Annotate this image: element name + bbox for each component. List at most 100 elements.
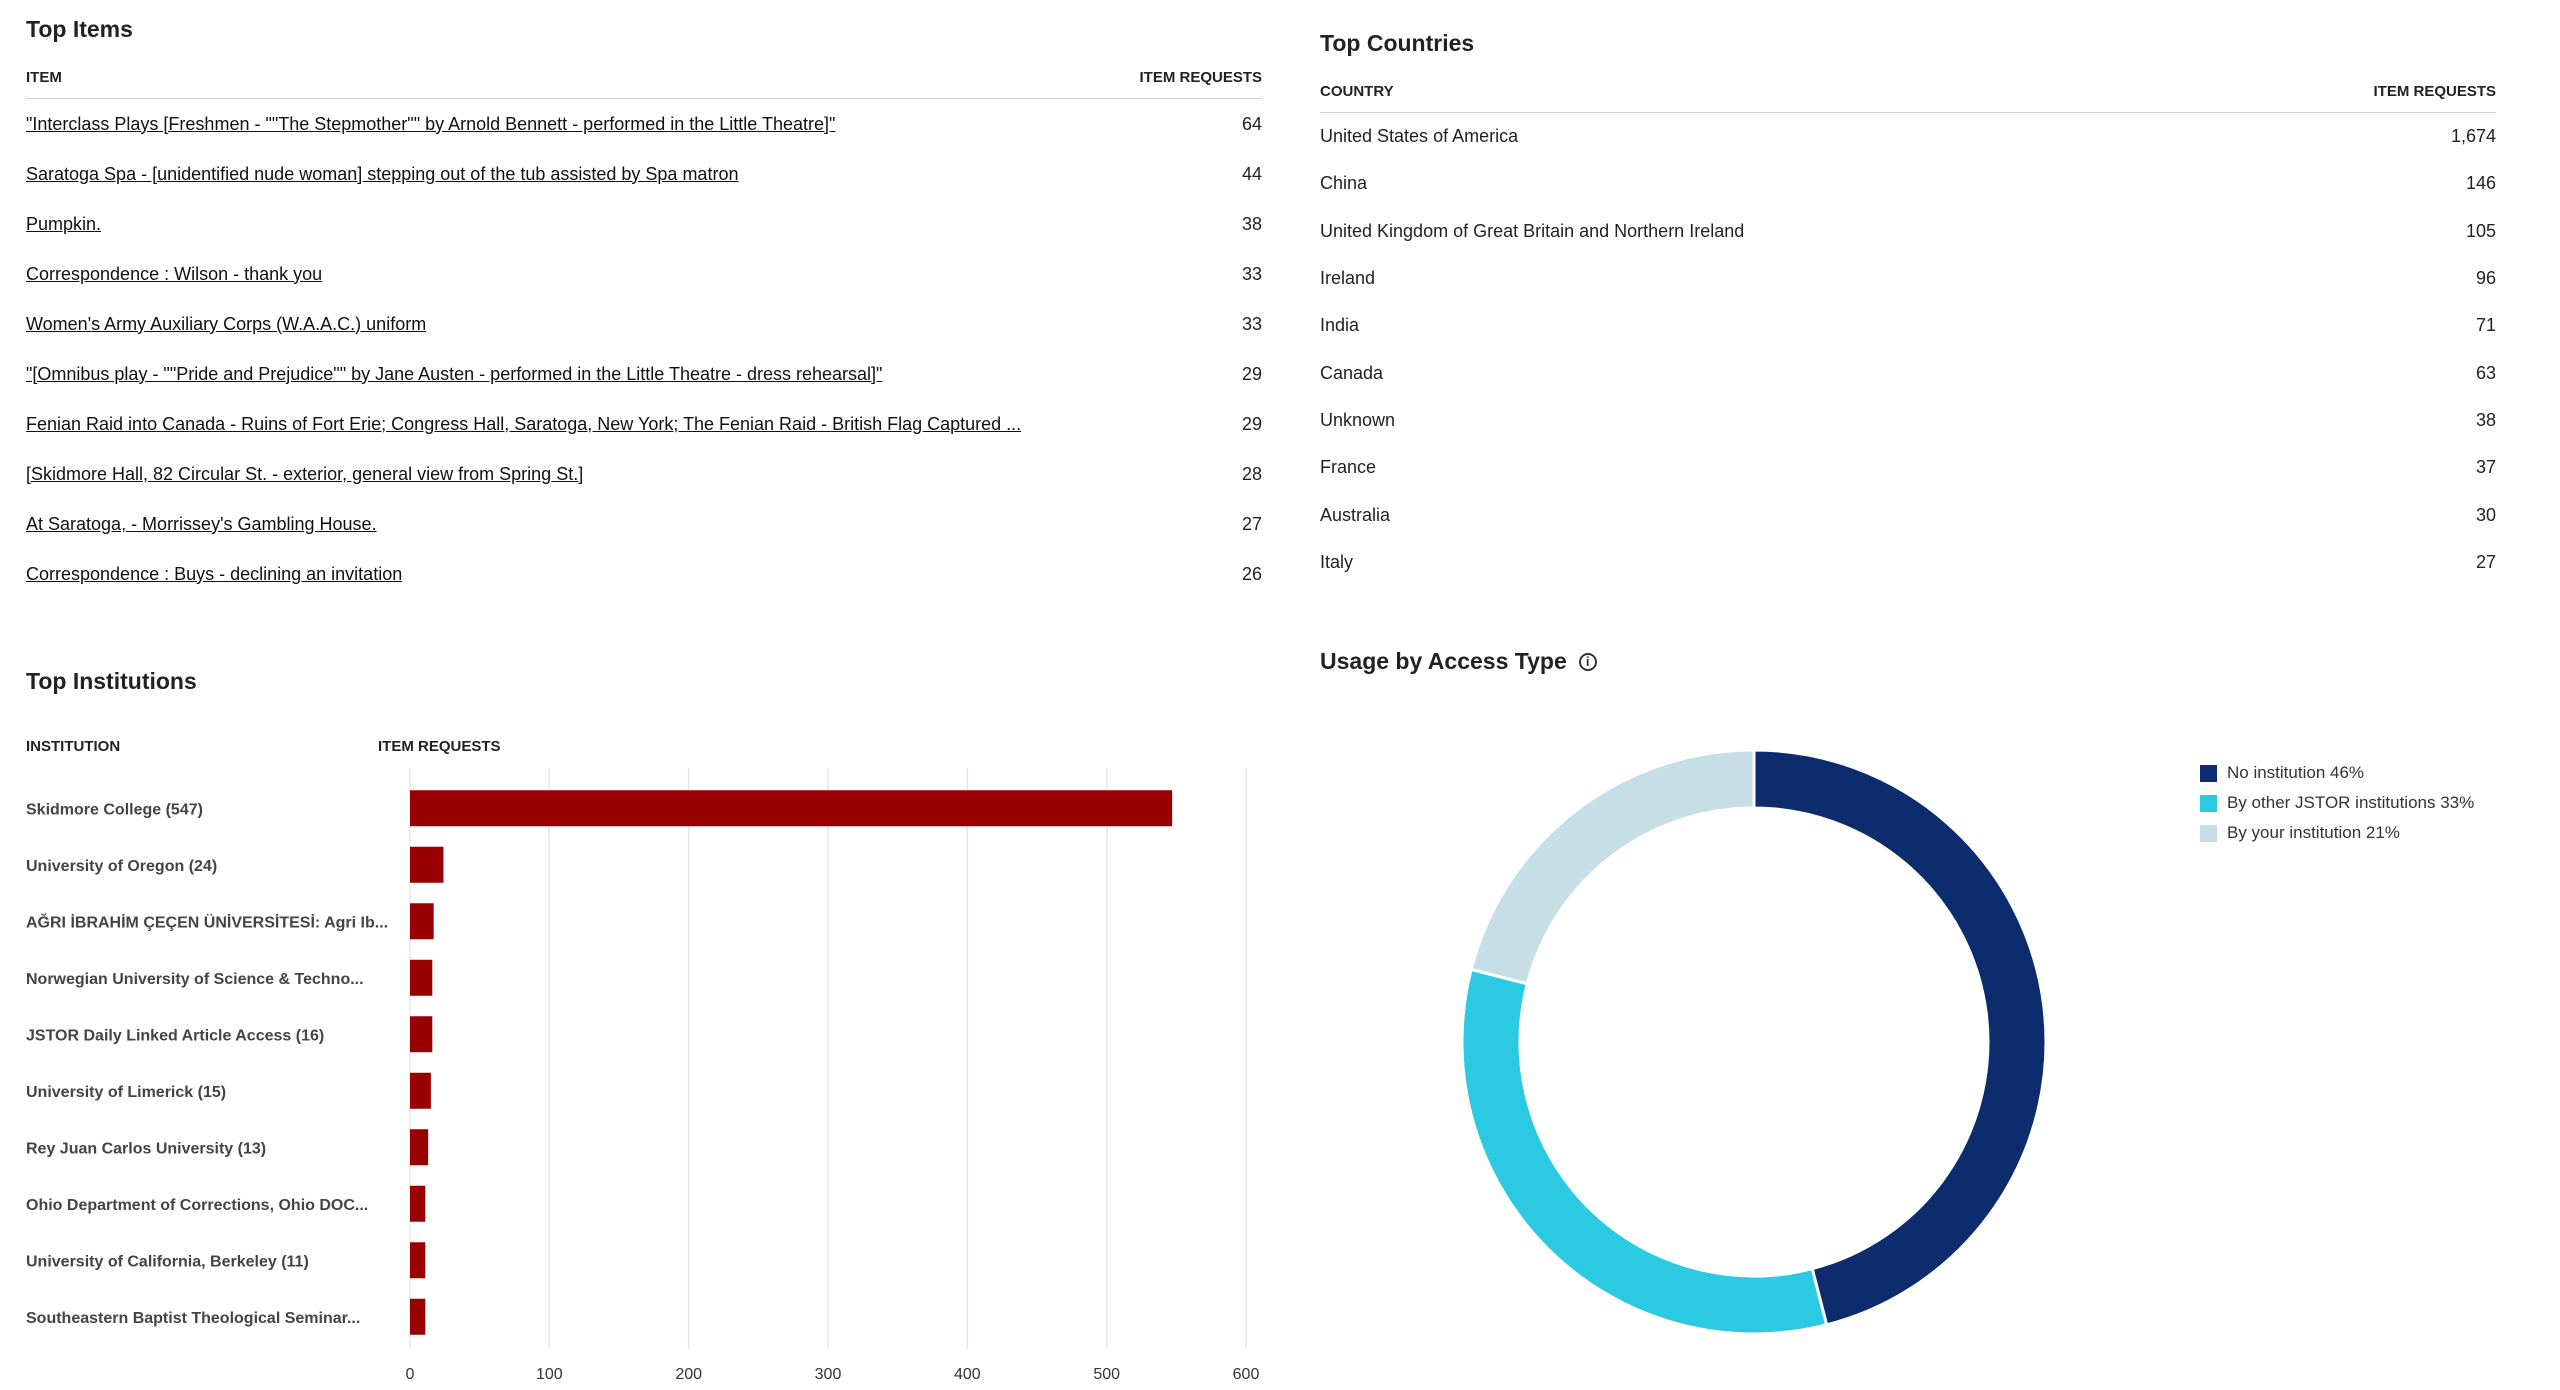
legend-item[interactable]: By other JSTOR institutions 33% [2200,788,2474,818]
x-tick-label: 500 [1093,1366,1120,1383]
institution-bar [410,1072,431,1109]
legend-label: No institution 46% [2227,763,2365,782]
top-item-row: Correspondence : Buys - declining an inv… [26,549,1262,599]
top-countries-header: COUNTRY ITEM REQUESTS [1320,83,2496,113]
institution-label: AĞRI İBRAHİM ÇEÇEN ÜNİVERSİTESİ: Agri Ib… [26,912,388,931]
legend-label: By your institution 21% [2227,823,2400,842]
donut-legend: No institution 46% By other JSTOR institu… [2200,758,2474,848]
col-institution: INSTITUTION [26,738,121,755]
institution-bar [410,846,444,883]
donut-slice[interactable] [1752,748,2048,1327]
legend-swatch [2200,794,2217,812]
top-item-link[interactable]: "[Omnibus play - ""Pride and Prejudice""… [26,363,883,384]
country-name: Unknown [1320,409,1396,430]
top-item-requests: 38 [1241,213,1262,234]
country-requests: 27 [2475,551,2496,572]
top-institutions-panel: Top Institutions INSTITUTION ITEM REQUES… [26,668,1276,1388]
donut-slice[interactable] [1469,748,1756,986]
top-countries-title: Top Countries [1320,30,1475,56]
country-row: France 37 [1320,444,2496,491]
usage-title-wrap: Usage by Access Type i [1320,648,2550,675]
top-item-link[interactable]: Pumpkin. [26,213,102,234]
legend-item[interactable]: By your institution 21% [2200,818,2474,848]
top-item-row: "Interclass Plays [Freshmen - ""The Step… [26,99,1262,149]
legend-swatch [2200,764,2217,782]
institution-label: Southeastern Baptist Theological Seminar… [26,1310,360,1327]
top-item-link[interactable]: Saratoga Spa - [unidentified nude woman]… [26,163,739,184]
top-item-link[interactable]: "Interclass Plays [Freshmen - ""The Step… [26,113,836,134]
x-tick-label: 600 [1233,1366,1260,1383]
top-item-requests: 64 [1241,113,1262,134]
country-name: Canada [1320,362,1384,383]
col-item-requests: ITEM REQUESTS [1139,69,1262,86]
legend-swatch [2200,824,2217,842]
country-requests: 63 [2475,362,2496,383]
country-name: Ireland [1320,268,1376,289]
country-row: China 146 [1320,160,2496,207]
top-item-requests: 29 [1241,363,1262,384]
country-row: United States of America 1,674 [1320,113,2496,160]
col-item: ITEM [26,69,62,86]
usage-title: Usage by Access Type [1320,648,1567,674]
country-name: Australia [1320,504,1391,525]
country-name: India [1320,315,1360,336]
info-icon[interactable]: i [1578,652,1597,671]
institution-label: Skidmore College (547) [26,801,203,818]
country-row: Unknown 38 [1320,397,2496,444]
top-items-panel: Top Items ITEM ITEM REQUESTS "Interclass… [26,16,1262,599]
top-countries-panel: Top Countries COUNTRY ITEM REQUESTS Unit… [1320,30,2496,586]
top-item-link[interactable]: Fenian Raid into Canada - Ruins of Fort … [26,413,1022,434]
country-row: Ireland 96 [1320,255,2496,302]
institution-bar [410,959,433,996]
institution-bar [410,1242,426,1279]
institution-bar [410,1298,426,1335]
country-row: United Kingdom of Great Britain and Nort… [1320,208,2496,255]
col-country-requests: ITEM REQUESTS [2373,83,2496,100]
x-tick-label: 100 [536,1366,563,1383]
institutions-bar-chart: 0 100 200 300 400 500 600 Skidmore College (547… [26,768,1260,1383]
top-item-requests: 26 [1241,563,1262,584]
country-requests: 105 [2465,220,2496,241]
top-item-row: Saratoga Spa - [unidentified nude woman]… [26,149,1262,199]
country-name: United States of America [1320,126,1519,147]
country-row: Italy 27 [1320,539,2496,586]
country-row: India 71 [1320,302,2496,349]
top-institutions-title: Top Institutions [26,668,197,694]
access-type-donut-chart [1460,748,2048,1336]
country-requests: 146 [2465,173,2496,194]
legend-label: By other JSTOR institutions 33% [2227,793,2475,812]
col-country: COUNTRY [1320,83,1394,100]
institution-label: Norwegian University of Science & Techno… [26,971,364,988]
x-tick-label: 0 [406,1366,415,1383]
top-countries-list: United States of America 1,674 China 146 Uni… [1320,113,2496,586]
country-row: Australia 30 [1320,491,2496,538]
top-item-requests: 28 [1241,463,1262,484]
institution-label: University of California, Berkeley (11) [26,1253,309,1270]
top-item-link[interactable]: Correspondence : Buys - declining an inv… [26,563,403,584]
x-tick-label: 300 [815,1366,842,1383]
top-items-list: "Interclass Plays [Freshmen - ""The Step… [26,99,1262,599]
top-items-header: ITEM ITEM REQUESTS [26,69,1262,99]
top-item-link[interactable]: [Skidmore Hall, 82 Circular St. - exteri… [26,463,584,484]
top-item-link[interactable]: At Saratoga, - Morrissey's Gambling Hous… [26,513,377,534]
country-requests: 1,674 [2450,126,2496,147]
country-requests: 71 [2475,315,2496,336]
donut-slice[interactable] [1460,967,1829,1336]
institution-bar [410,1016,433,1053]
country-requests: 38 [2475,409,2496,430]
legend-item[interactable]: No institution 46% [2200,758,2474,788]
country-row: Canada 63 [1320,349,2496,396]
institution-bar [410,903,434,940]
x-tick-label: 400 [954,1366,981,1383]
country-requests: 30 [2475,504,2496,525]
top-item-row: "[Omnibus play - ""Pride and Prejudice""… [26,349,1262,399]
institution-label: University of Oregon (24) [26,858,217,875]
top-item-requests: 29 [1241,413,1262,434]
top-item-link[interactable]: Correspondence : Wilson - thank you [26,263,323,284]
usage-panel: Usage by Access Type i No institution 46… [1320,648,2550,1388]
institution-label: University of Limerick (15) [26,1084,226,1101]
top-item-link[interactable]: Women's Army Auxiliary Corps (W.A.A.C.) … [26,313,427,334]
top-item-row: Fenian Raid into Canada - Ruins of Fort … [26,399,1262,449]
country-name: China [1320,173,1368,194]
country-name: France [1320,457,1377,478]
